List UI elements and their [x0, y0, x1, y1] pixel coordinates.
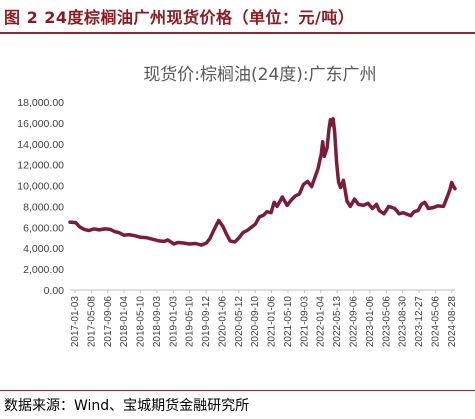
x-tick-label: 2020-05-12	[234, 296, 245, 348]
x-tick-label: 2023-08-30	[398, 296, 409, 348]
x-tick-label: 2023-12-27	[414, 296, 425, 348]
x-tick-label: 2024-05-06	[430, 296, 441, 348]
y-tick-label: 4,000.00	[23, 243, 64, 255]
x-tick-label: 2018-01-04	[119, 296, 130, 348]
x-tick-label: 2023-05-06	[381, 296, 392, 348]
x-tick-label: 2023-01-06	[365, 296, 376, 348]
x-tick-label: 2017-01-03	[70, 296, 81, 348]
y-tick-label: 6,000.00	[23, 222, 64, 234]
chart-title: 现货价:棕榈油(24度):广东广州	[143, 65, 377, 85]
x-tick-label: 2017-05-08	[86, 296, 97, 348]
x-tick-label: 2021-09-03	[299, 296, 310, 348]
x-tick-label: 2022-01-04	[316, 296, 327, 348]
x-tick-label: 2020-01-06	[217, 296, 228, 348]
figure-title: 图 2 24度棕榈油广州现货价格（单位：元/吨）	[4, 8, 355, 27]
y-tick-label: 0.00	[44, 285, 65, 297]
x-tick-label: 2019-09-12	[201, 296, 212, 348]
y-tick-label: 8,000.00	[23, 201, 64, 213]
y-tick-label: 2,000.00	[23, 264, 64, 276]
y-tick-label: 16,000.00	[17, 118, 64, 130]
x-tick-label: 2019-05-10	[185, 296, 196, 348]
source-note: 数据来源：Wind、宝城期货金融研究所	[4, 398, 250, 414]
x-tick-label: 2024-08-28	[447, 296, 458, 348]
y-tick-label: 18,000.00	[17, 97, 64, 109]
x-tick-label: 2018-05-10	[136, 296, 147, 348]
x-tick-label: 2022-05-13	[332, 296, 343, 348]
x-tick-label: 2019-01-03	[168, 296, 179, 348]
x-tick-label: 2022-09-06	[349, 296, 360, 348]
series-line-palm-oil-price	[68, 116, 457, 247]
source-divider	[0, 390, 475, 391]
y-tick-label: 12,000.00	[17, 160, 64, 172]
x-tick-label: 2017-09-06	[103, 296, 114, 348]
x-tick-label: 2021-05-10	[283, 296, 294, 348]
x-axis: 2017-01-03 2017-05-08 2017-09-06 2018-01-04…	[70, 290, 458, 347]
figure-header: 图 2 24度棕榈油广州现货价格（单位：元/吨）	[0, 0, 475, 34]
x-tick-label: 2020-09-10	[250, 296, 261, 348]
y-axis: 0.00 2,000.00 4,000.00 6,000.00 8,000.00 10,0…	[17, 97, 64, 297]
y-tick-label: 14,000.00	[17, 139, 64, 151]
x-tick-label: 2018-09-03	[152, 296, 163, 348]
y-tick-label: 10,000.00	[17, 181, 64, 193]
x-tick-label: 2021-01-06	[267, 296, 278, 348]
